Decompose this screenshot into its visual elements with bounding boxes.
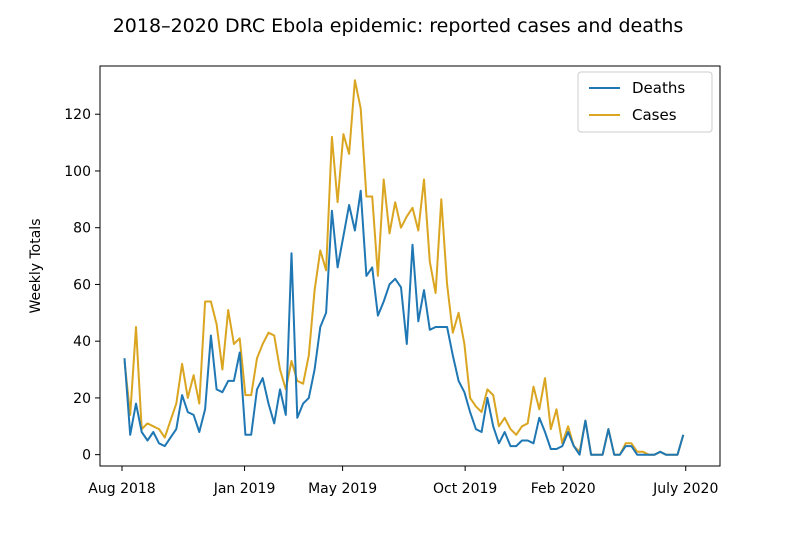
- y-axis-label: Weekly Totals: [28, 219, 44, 314]
- y-axis: 0 20 40 60 80 100 120: [64, 107, 100, 464]
- legend-label-cases: Cases: [632, 106, 677, 124]
- x-tick-label: July 2020: [652, 481, 718, 497]
- y-tick-label: 80: [73, 221, 91, 237]
- x-axis: Aug 2018 Jan 2019 May 2019 Oct 2019 Feb 2020…: [88, 466, 718, 497]
- series-line-cases: [123, 79, 685, 456]
- x-tick-label: May 2019: [308, 481, 377, 497]
- x-tick-label: Oct 2019: [433, 481, 497, 497]
- plot-area-frame: [99, 65, 721, 467]
- x-tick-label: Aug 2018: [88, 481, 155, 497]
- y-tick-label: 0: [82, 448, 91, 464]
- x-tick-label: Feb 2020: [531, 481, 596, 497]
- series-layer: [123, 79, 685, 456]
- y-tick-label: 20: [73, 391, 91, 407]
- y-tick-label: 60: [73, 277, 91, 293]
- y-tick-label: 100: [64, 164, 91, 180]
- legend: Deaths Cases: [577, 71, 713, 133]
- x-tick-label: Jan 2019: [213, 481, 276, 497]
- series-line-deaths: [123, 189, 685, 456]
- legend-label-deaths: Deaths: [632, 79, 685, 97]
- y-tick-label: 120: [64, 107, 91, 123]
- y-tick-label: 40: [73, 334, 91, 350]
- chart-title: 2018–2020 DRC Ebola epidemic: reported c…: [113, 15, 684, 37]
